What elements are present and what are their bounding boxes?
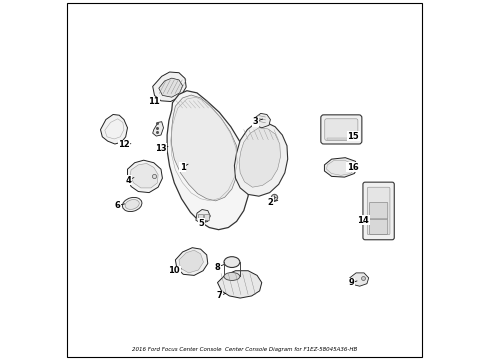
Bar [204, 214, 209, 220]
Polygon shape [175, 248, 207, 275]
Polygon shape [130, 163, 158, 188]
Bar [197, 214, 203, 220]
Ellipse shape [224, 257, 239, 267]
Text: 2: 2 [267, 198, 273, 207]
Polygon shape [171, 95, 238, 201]
Polygon shape [326, 138, 357, 140]
FancyBboxPatch shape [362, 182, 393, 240]
Polygon shape [196, 210, 210, 223]
FancyBboxPatch shape [324, 119, 357, 140]
Ellipse shape [224, 273, 239, 280]
Text: 7: 7 [216, 292, 222, 300]
Polygon shape [234, 122, 287, 196]
Polygon shape [239, 128, 280, 187]
Polygon shape [127, 160, 162, 193]
Polygon shape [167, 91, 249, 230]
Polygon shape [324, 158, 357, 177]
Text: 4: 4 [125, 176, 131, 185]
Text: 16: 16 [346, 163, 358, 172]
Text: 10: 10 [168, 266, 180, 275]
Text: 14: 14 [357, 216, 368, 225]
Polygon shape [254, 113, 270, 128]
Text: 2016 Ford Focus Center Console  Center Console Diagram for F1EZ-58045A36-HB: 2016 Ford Focus Center Console Center Co… [132, 347, 356, 352]
FancyBboxPatch shape [320, 115, 361, 144]
Polygon shape [101, 114, 127, 144]
Polygon shape [152, 122, 163, 136]
Text: 8: 8 [214, 263, 220, 272]
Polygon shape [152, 72, 186, 102]
Text: 11: 11 [147, 97, 159, 106]
Ellipse shape [125, 199, 139, 210]
Text: 6: 6 [115, 201, 121, 210]
Text: 1: 1 [179, 163, 185, 172]
Polygon shape [159, 78, 182, 97]
Text: 5: 5 [198, 219, 204, 228]
Text: 13: 13 [155, 144, 166, 153]
Ellipse shape [122, 197, 142, 212]
Text: 3: 3 [252, 117, 258, 126]
Polygon shape [217, 271, 261, 298]
Text: 9: 9 [348, 278, 354, 287]
FancyBboxPatch shape [368, 202, 387, 219]
FancyBboxPatch shape [366, 187, 389, 235]
Text: 12: 12 [118, 140, 129, 149]
FancyBboxPatch shape [368, 219, 387, 234]
Text: 15: 15 [346, 132, 358, 141]
Polygon shape [179, 250, 203, 273]
Polygon shape [349, 273, 368, 286]
